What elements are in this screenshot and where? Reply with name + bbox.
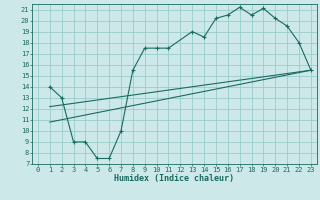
X-axis label: Humidex (Indice chaleur): Humidex (Indice chaleur)	[115, 174, 234, 183]
